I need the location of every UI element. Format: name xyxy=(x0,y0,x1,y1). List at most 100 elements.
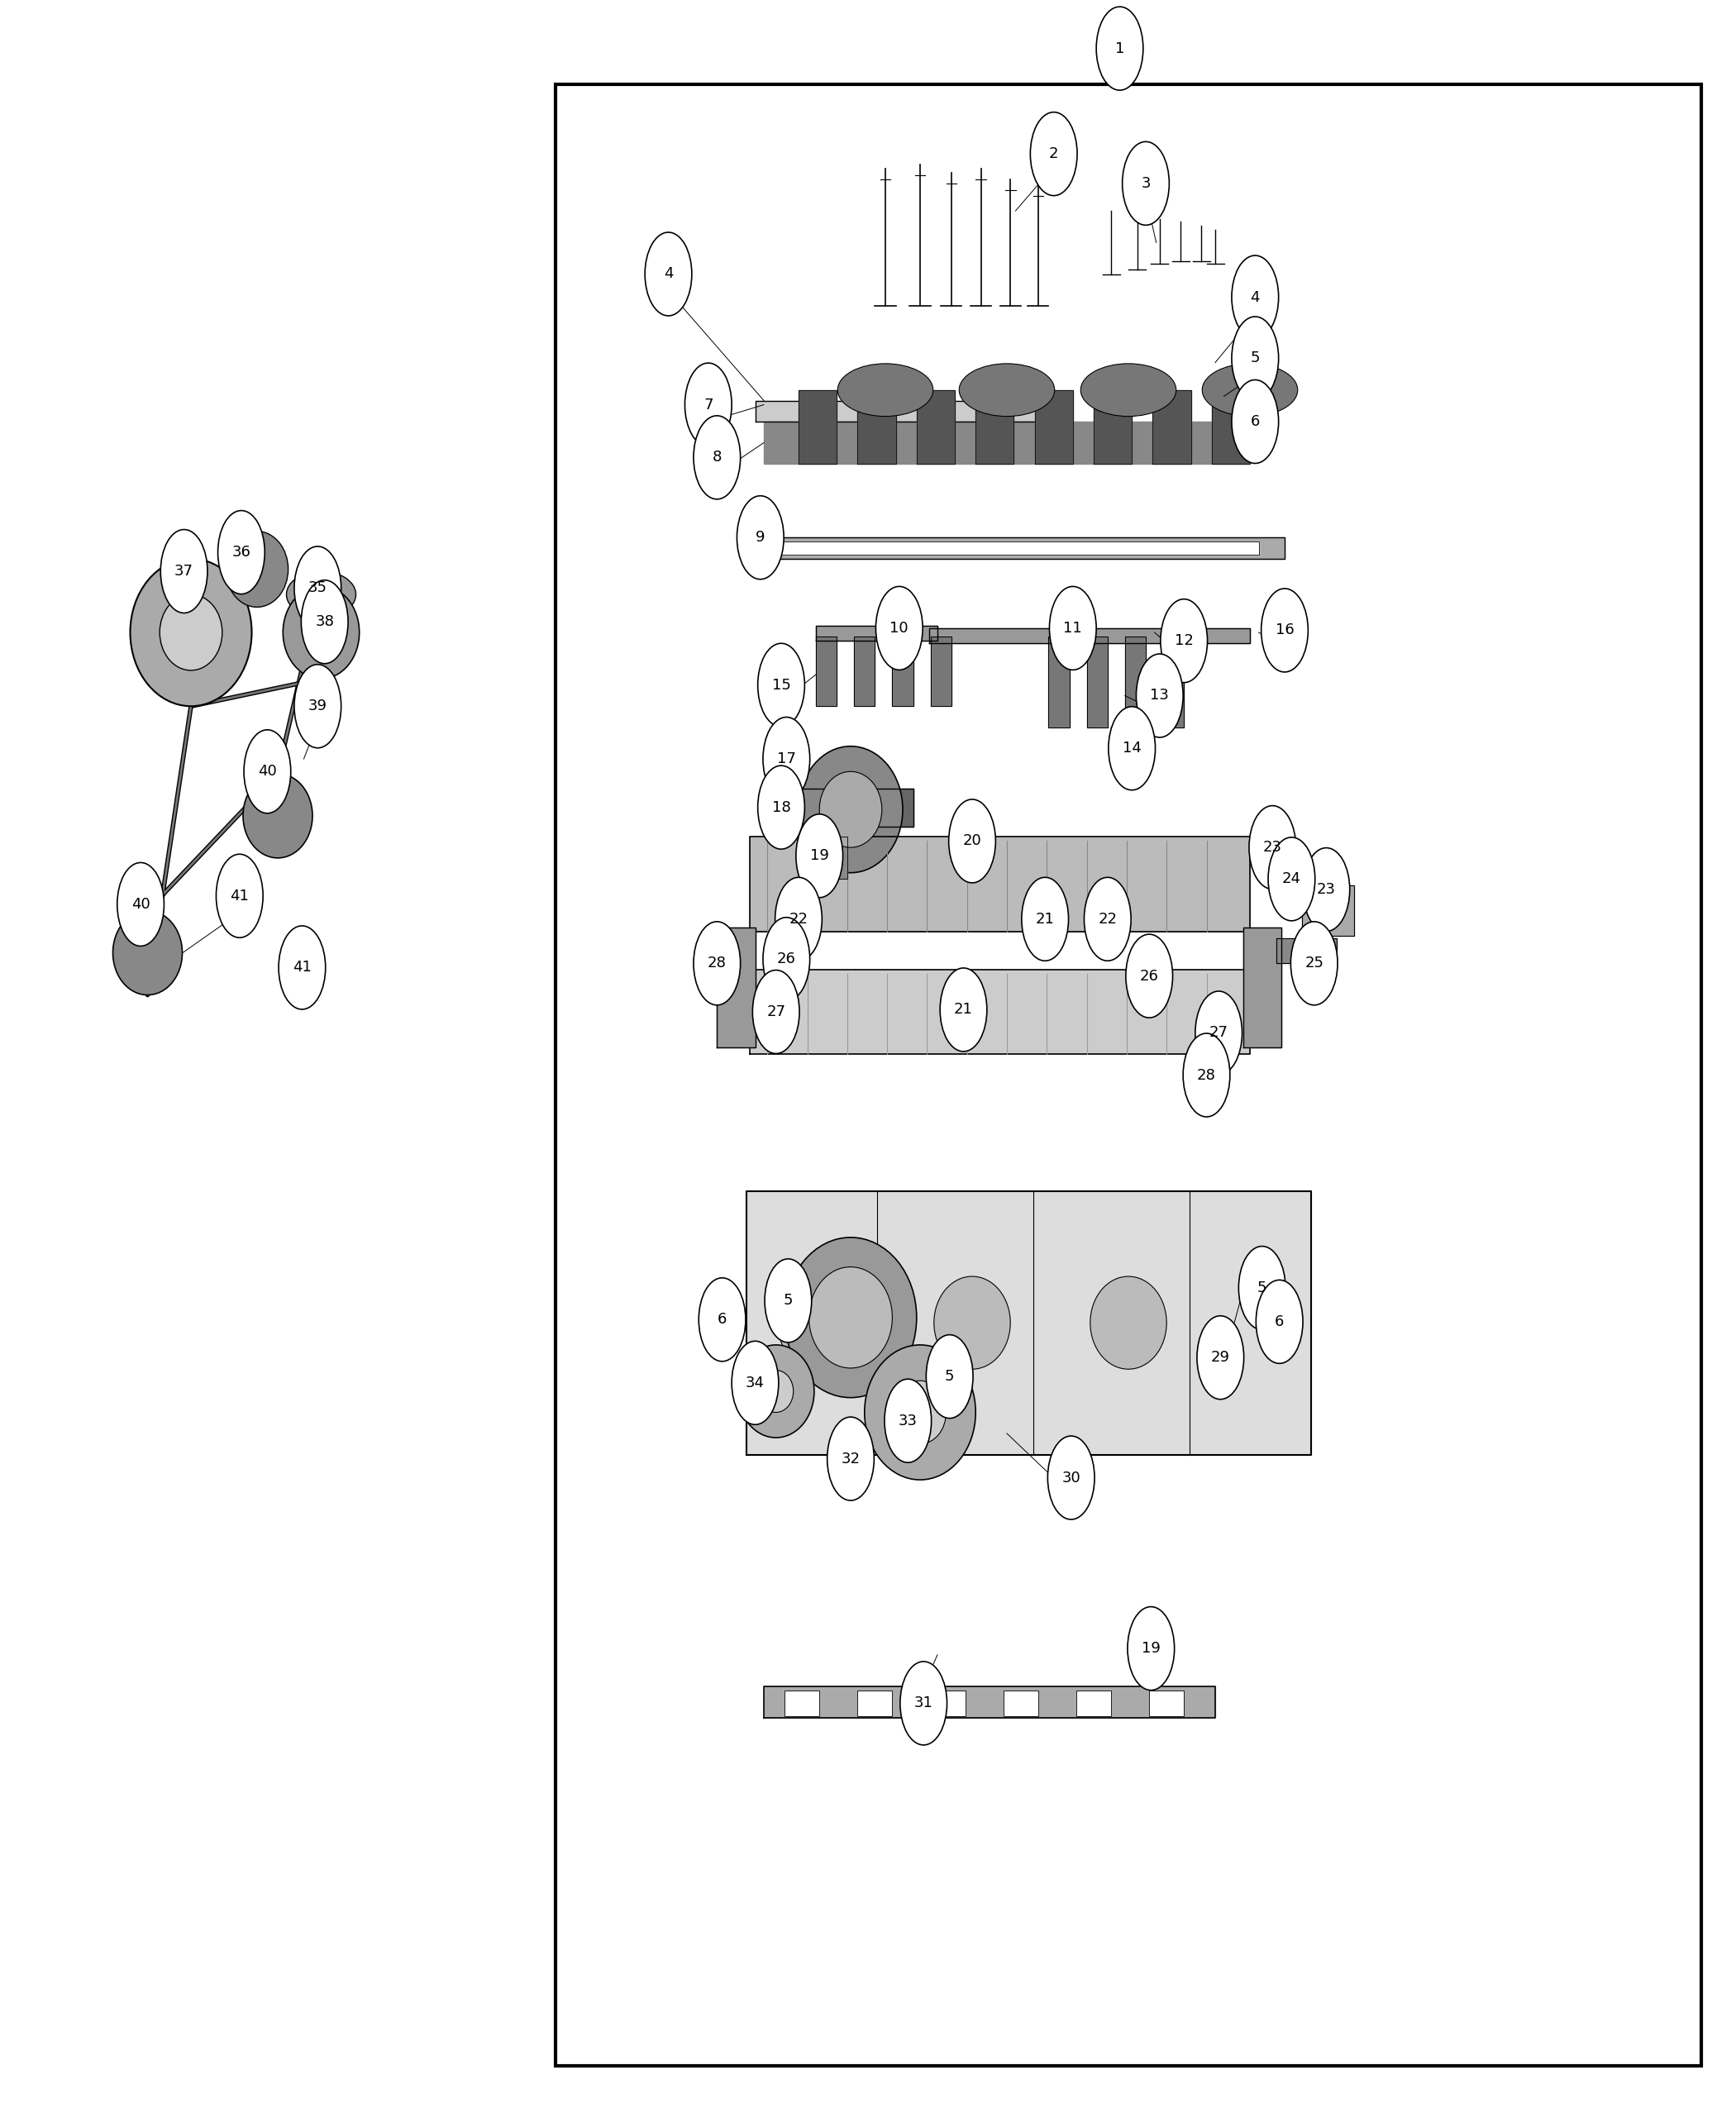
Text: 17: 17 xyxy=(778,750,795,767)
Text: 15: 15 xyxy=(773,677,790,694)
Ellipse shape xyxy=(1292,921,1338,1006)
Text: 20: 20 xyxy=(963,833,981,850)
Text: 16: 16 xyxy=(1276,622,1293,639)
Text: 18: 18 xyxy=(773,799,790,816)
Bar xyxy=(1149,1691,1184,1716)
Circle shape xyxy=(894,1381,946,1444)
Text: 7: 7 xyxy=(703,396,713,413)
Text: 28: 28 xyxy=(1198,1067,1215,1084)
Ellipse shape xyxy=(877,586,924,670)
Circle shape xyxy=(865,1345,976,1480)
Text: 37: 37 xyxy=(175,563,193,580)
Bar xyxy=(1003,1691,1038,1716)
Text: 28: 28 xyxy=(708,955,726,972)
Ellipse shape xyxy=(1083,877,1132,961)
Polygon shape xyxy=(750,970,1250,1054)
Text: 19: 19 xyxy=(811,847,828,864)
Ellipse shape xyxy=(295,546,340,630)
Ellipse shape xyxy=(1233,255,1278,339)
Polygon shape xyxy=(816,637,837,706)
Text: 4: 4 xyxy=(1250,289,1260,306)
Ellipse shape xyxy=(753,970,800,1054)
Circle shape xyxy=(304,611,339,653)
Ellipse shape xyxy=(302,580,347,664)
Ellipse shape xyxy=(693,921,740,1006)
Ellipse shape xyxy=(1250,805,1295,890)
Ellipse shape xyxy=(219,510,264,594)
Ellipse shape xyxy=(1128,1606,1174,1691)
Ellipse shape xyxy=(1194,991,1241,1075)
Polygon shape xyxy=(929,628,1250,643)
Polygon shape xyxy=(976,390,1014,464)
Text: 11: 11 xyxy=(1064,620,1082,637)
Polygon shape xyxy=(750,837,1250,932)
Text: 21: 21 xyxy=(955,1001,972,1018)
Ellipse shape xyxy=(1240,1246,1285,1330)
Ellipse shape xyxy=(1233,379,1278,464)
Polygon shape xyxy=(858,390,896,464)
Polygon shape xyxy=(746,538,1285,559)
Polygon shape xyxy=(746,1191,1311,1455)
Text: 22: 22 xyxy=(1099,911,1116,928)
Ellipse shape xyxy=(774,877,823,961)
Text: 6: 6 xyxy=(717,1311,727,1328)
Ellipse shape xyxy=(1198,1315,1243,1400)
Ellipse shape xyxy=(286,571,356,618)
Circle shape xyxy=(799,746,903,873)
Ellipse shape xyxy=(295,664,340,748)
Ellipse shape xyxy=(764,1258,812,1343)
Ellipse shape xyxy=(837,363,934,417)
Text: 14: 14 xyxy=(1123,740,1141,757)
Ellipse shape xyxy=(941,968,986,1052)
Circle shape xyxy=(819,772,882,847)
Polygon shape xyxy=(1125,637,1146,727)
Circle shape xyxy=(785,1237,917,1398)
Text: 34: 34 xyxy=(746,1374,764,1391)
Circle shape xyxy=(1090,1275,1167,1370)
Circle shape xyxy=(934,1275,1010,1370)
Ellipse shape xyxy=(1021,877,1068,961)
Text: 1: 1 xyxy=(1115,40,1125,57)
Circle shape xyxy=(778,1275,854,1370)
Text: 26: 26 xyxy=(1141,968,1158,984)
Text: 32: 32 xyxy=(842,1450,859,1467)
Ellipse shape xyxy=(764,717,809,801)
Ellipse shape xyxy=(243,729,292,814)
Ellipse shape xyxy=(901,1661,948,1745)
Text: 8: 8 xyxy=(712,449,722,466)
Ellipse shape xyxy=(160,529,208,613)
Text: 27: 27 xyxy=(767,1003,785,1020)
Text: 5: 5 xyxy=(1250,350,1260,367)
Text: 21: 21 xyxy=(1036,911,1054,928)
Polygon shape xyxy=(1153,390,1191,464)
Polygon shape xyxy=(1276,938,1337,963)
Ellipse shape xyxy=(795,814,844,898)
Ellipse shape xyxy=(1161,599,1208,683)
Circle shape xyxy=(738,1345,814,1438)
Text: 5: 5 xyxy=(783,1292,793,1309)
Text: 40: 40 xyxy=(259,763,276,780)
Text: 5: 5 xyxy=(1257,1280,1267,1296)
Ellipse shape xyxy=(1260,588,1309,672)
Text: 30: 30 xyxy=(1062,1469,1080,1486)
Ellipse shape xyxy=(1097,6,1142,91)
Text: 13: 13 xyxy=(1151,687,1168,704)
Polygon shape xyxy=(1243,928,1281,1048)
Ellipse shape xyxy=(1201,363,1299,417)
Text: 40: 40 xyxy=(132,896,149,913)
Circle shape xyxy=(283,586,359,679)
Polygon shape xyxy=(773,542,1259,554)
Text: 4: 4 xyxy=(663,266,674,282)
Polygon shape xyxy=(1302,885,1354,936)
Bar xyxy=(858,1691,892,1716)
Ellipse shape xyxy=(1049,586,1097,670)
Polygon shape xyxy=(1035,390,1073,464)
Ellipse shape xyxy=(646,232,691,316)
Polygon shape xyxy=(816,626,937,641)
Ellipse shape xyxy=(1257,1280,1302,1364)
Ellipse shape xyxy=(1080,363,1177,417)
Text: 24: 24 xyxy=(1283,871,1300,887)
Ellipse shape xyxy=(1302,847,1351,932)
Ellipse shape xyxy=(1123,141,1170,226)
Ellipse shape xyxy=(118,862,163,946)
